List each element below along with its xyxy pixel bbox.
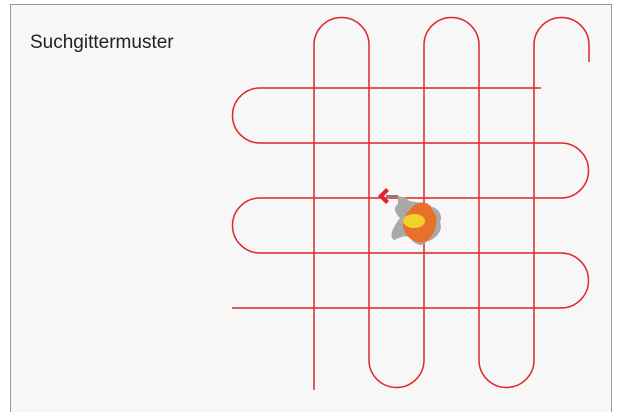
frame [11, 5, 612, 412]
diagram: Suchgittermuster [0, 0, 620, 412]
title: Suchgittermuster [30, 32, 174, 53]
